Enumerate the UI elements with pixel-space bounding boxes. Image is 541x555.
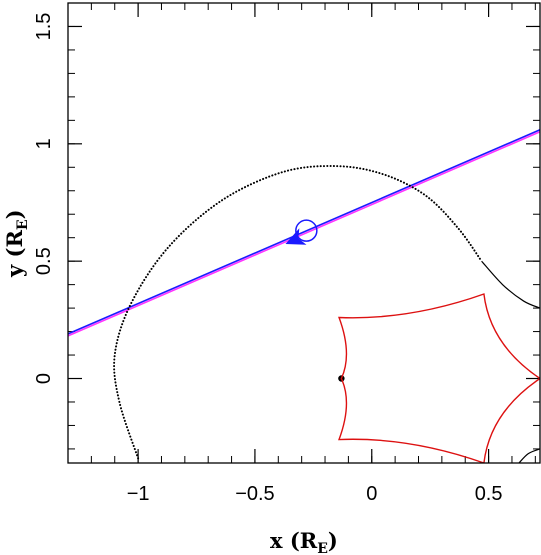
critical-curve-corner — [518, 448, 540, 463]
x-tick-label: −1 — [127, 483, 150, 505]
critical-curve-dotted — [113, 165, 483, 460]
caustic — [338, 293, 540, 463]
y-tick-label: 0.5 — [33, 247, 55, 275]
x-tick-label: −0.5 — [235, 483, 274, 505]
x-tick-label: 0.5 — [475, 483, 503, 505]
y-axis-label: y (RE) — [2, 209, 31, 278]
y-tick-label: 1 — [33, 138, 55, 149]
x-axis-label: x (RE) — [270, 528, 338, 555]
tick-labels: −1 −0.5 0 0.5 0 0.5 1 1.5 — [33, 13, 503, 505]
trajectory-shadow-line — [68, 130, 540, 337]
plot-frame — [67, 2, 541, 464]
y-tick-label: 0 — [33, 373, 55, 384]
y-tick-label: 1.5 — [33, 13, 55, 41]
plot-area — [68, 128, 540, 463]
trajectory-arrow — [285, 228, 307, 245]
trajectory-line — [68, 128, 540, 335]
source-circle — [295, 219, 318, 242]
x-tick-label: 0 — [366, 483, 377, 505]
critical-curve-solid — [481, 260, 540, 309]
axis-ticks — [67, 2, 540, 463]
